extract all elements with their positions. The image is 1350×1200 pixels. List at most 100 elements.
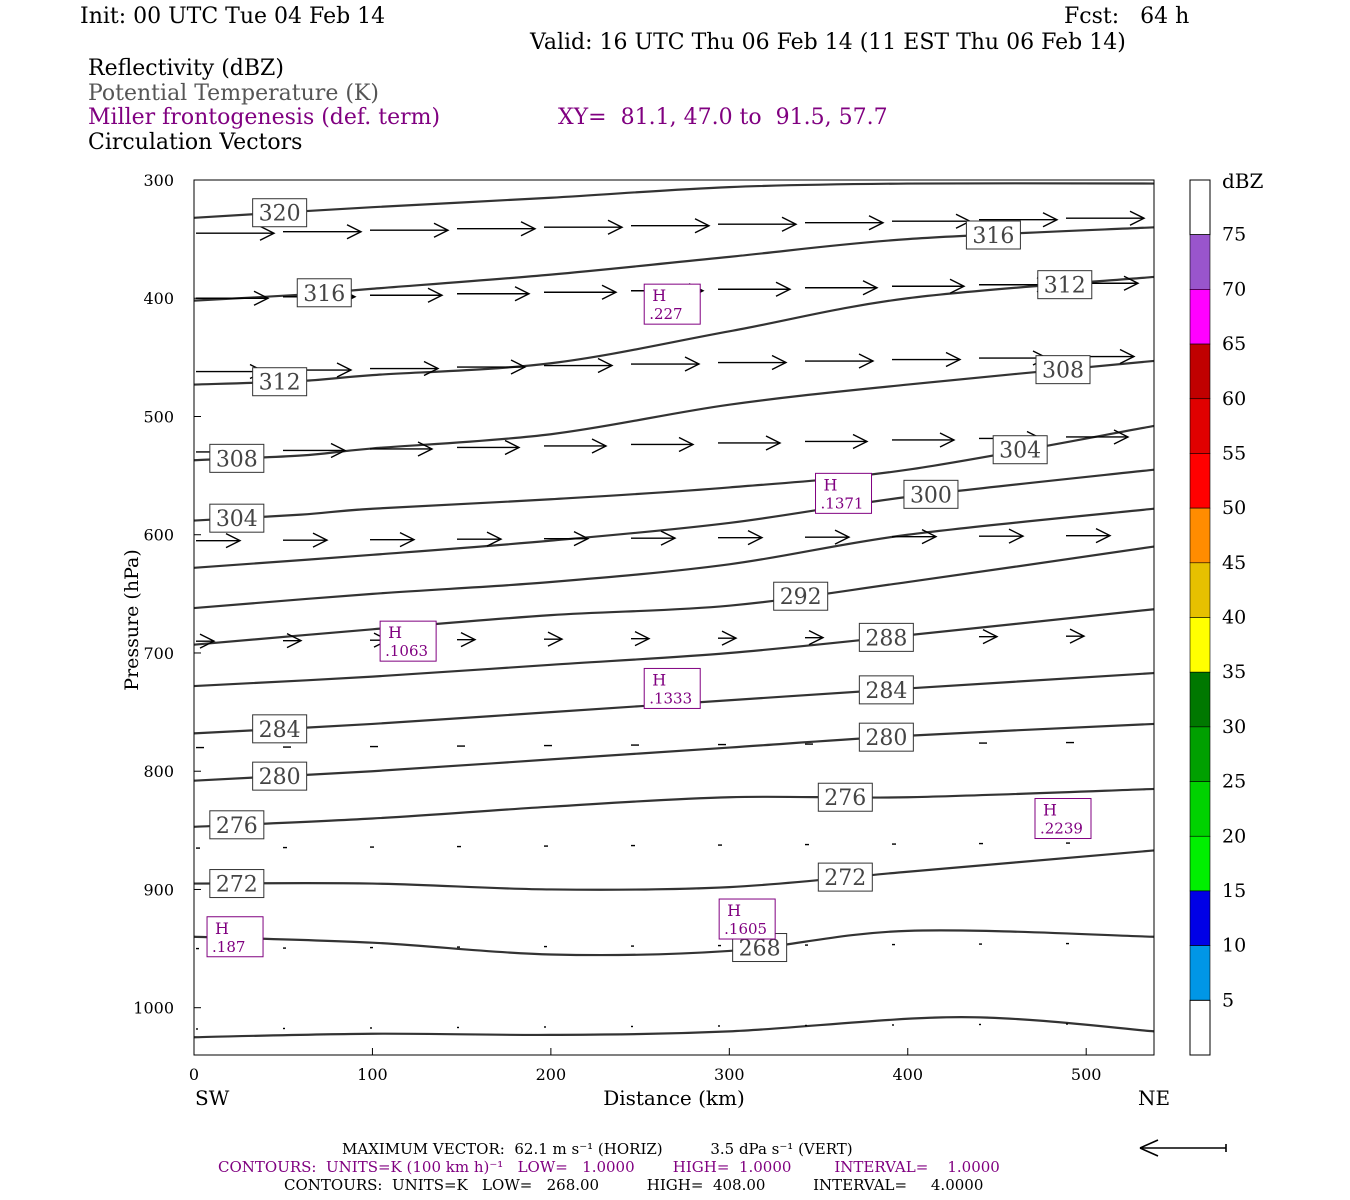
theta-contour-288: [193, 608, 1155, 688]
colorbar-label: 60: [1222, 388, 1246, 410]
theta-contour-304: [193, 424, 1155, 522]
y-tick-label: 400: [143, 289, 174, 308]
vector-head: [591, 438, 608, 454]
fronto-max-box: [815, 472, 873, 514]
colorbar-swatch: [1189, 781, 1211, 837]
colorbar-swatch: [1189, 617, 1211, 673]
vector-head: [417, 441, 434, 457]
contour-label-box: [209, 503, 265, 533]
plot-frame: [193, 179, 1155, 1056]
contour-label: 284: [865, 679, 907, 704]
colorbar-label: 45: [1222, 552, 1246, 574]
vector-head: [520, 221, 537, 237]
colorbar-label: 50: [1222, 497, 1246, 519]
theta-contour-272: [193, 849, 1155, 891]
contour-labels: 320 316 316 312 312 308 308 304 304 300 292 288 284 2…: [209, 198, 1093, 963]
vector-head: [949, 278, 966, 294]
theta-contour-296: [193, 507, 1155, 610]
contour-label-box: [252, 367, 308, 397]
y-tick-label: 600: [143, 526, 174, 545]
fronto-max-value: .187: [212, 938, 245, 956]
reflectivity-colorbar: 75 70 65 60 55 50 45 40 35 30 25 20 15 10 5: [1189, 179, 1246, 1056]
contour-label-box: [773, 581, 829, 611]
colorbar-label: 10: [1222, 935, 1246, 957]
vector-head: [601, 284, 618, 300]
fronto-max-value: .1063: [385, 642, 428, 660]
fronto-max-value: .1605: [724, 920, 767, 938]
contour-label: 308: [216, 447, 258, 472]
theta-contour-276: [193, 787, 1155, 828]
colorbar-swatch: [1189, 945, 1211, 1001]
vector-head: [573, 531, 590, 547]
contour-label: 304: [999, 439, 1041, 464]
theta-contour-264: [193, 1016, 1155, 1039]
y-tick-label: 900: [143, 880, 174, 899]
fronto-max-value: .227: [649, 305, 682, 323]
y-tick-label: 800: [143, 762, 174, 781]
contour-label: 280: [865, 726, 907, 751]
vector-head: [852, 433, 869, 450]
fronto-max-value: .2239: [1040, 820, 1083, 838]
theta-contour-280: [193, 722, 1155, 782]
vector-head: [1095, 528, 1112, 544]
vector-head: [1069, 628, 1086, 644]
frontogenesis-contour-info: CONTOURS: UNITS=K (100 km h)⁻¹ LOW= 1.00…: [218, 1158, 1000, 1176]
contour-label-box: [817, 782, 873, 812]
theta-contour-320: [193, 182, 1155, 219]
circulation-vectors: [196, 210, 1146, 1030]
contour-label: 316: [303, 282, 345, 307]
colorbar-swatch: [1189, 835, 1211, 892]
contour-label-box: [965, 220, 1021, 250]
fronto-max-label: H: [824, 475, 838, 494]
vector-head: [486, 531, 503, 547]
colorbar-swatch: [1189, 726, 1211, 782]
contour-label: 312: [259, 371, 301, 396]
max-vector-info: MAXIMUM VECTOR: 62.1 m s⁻¹ (HORIZ) 3.5 d…: [342, 1140, 853, 1158]
contour-label: 292: [780, 585, 822, 610]
theta-contour-312: [193, 275, 1155, 386]
colorbar-label: 20: [1222, 825, 1246, 847]
fronto-max-value: .1333: [649, 689, 692, 707]
vector-head: [921, 529, 938, 545]
fronto-max-label: H: [652, 286, 666, 305]
vector-head: [868, 215, 885, 231]
vector-head: [510, 359, 527, 375]
vector-head: [597, 357, 614, 374]
theta-contour-info: CONTOURS: UNITS=K LOW= 268.00 HIGH= 408.…: [284, 1176, 984, 1194]
vector-head: [423, 360, 440, 377]
contour-label-box: [817, 862, 873, 892]
contour-label-box: [296, 278, 352, 308]
contour-label-box: [252, 714, 308, 744]
x-tick-label: 500: [1071, 1065, 1102, 1084]
contour-label-box: [209, 869, 265, 899]
x-tick-label: 0: [189, 1065, 199, 1084]
contour-label: 276: [824, 786, 866, 811]
vector-head: [286, 633, 303, 649]
fronto-max-label: H: [388, 623, 402, 642]
field-vectors: Circulation Vectors: [88, 130, 303, 155]
sw-end-label: SW: [195, 1086, 230, 1110]
colorbar-top-segment: [1189, 179, 1211, 236]
vector-head: [660, 530, 677, 546]
contour-label-box: [858, 722, 914, 752]
vector-head: [808, 630, 825, 646]
vector-head: [1042, 212, 1059, 228]
y-tick-label: 500: [143, 407, 174, 426]
vector-head: [684, 356, 701, 372]
colorbar-label: 25: [1222, 771, 1246, 793]
contour-label: 268: [739, 937, 781, 962]
vector-head: [781, 216, 798, 232]
vector-head: [427, 287, 444, 303]
colorbar-label: 15: [1222, 880, 1246, 902]
colorbar-label: 55: [1222, 442, 1246, 464]
contour-label-box: [858, 622, 914, 652]
vector-head: [346, 224, 363, 240]
vector-head: [607, 219, 624, 235]
theta-contour-292: [193, 545, 1155, 646]
contour-label-box: [252, 761, 308, 791]
vector-head: [199, 633, 216, 649]
contour-label-box: [252, 198, 308, 228]
vector-head: [858, 353, 875, 369]
